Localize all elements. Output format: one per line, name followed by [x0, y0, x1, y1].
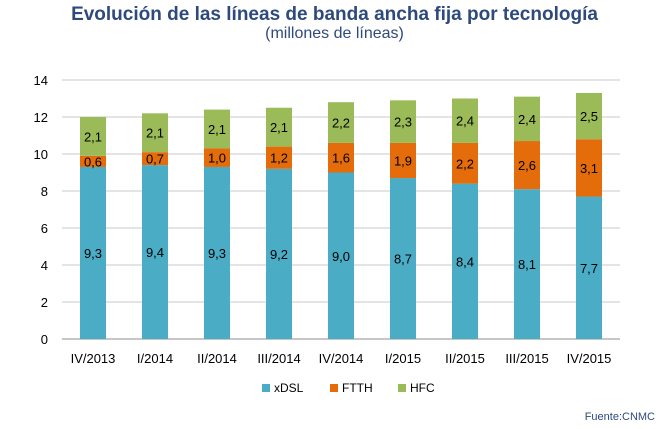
x-tick-label: II/2015 — [445, 351, 485, 366]
data-label: 2,2 — [456, 156, 474, 171]
bar-xdsl — [576, 196, 602, 339]
y-tick-label: 10 — [34, 147, 48, 162]
x-tick-label: II/2014 — [197, 351, 237, 366]
legend-swatch-xdsl — [262, 384, 270, 392]
data-label: 1,2 — [270, 151, 288, 166]
data-label: 3,1 — [580, 161, 598, 176]
data-label: 9,4 — [146, 245, 164, 260]
x-tick-label: I/2015 — [385, 351, 421, 366]
data-label: 2,4 — [456, 114, 474, 129]
x-tick-label: III/2015 — [505, 351, 548, 366]
bar-hfc — [204, 109, 230, 149]
bar-hfc — [452, 98, 478, 143]
bar-xdsl — [80, 166, 106, 339]
legend-label: HFC — [410, 381, 435, 395]
bar-hfc — [328, 102, 354, 143]
bar-hfc — [142, 113, 168, 153]
data-label: 2,3 — [394, 115, 412, 130]
bar-ftth — [390, 142, 416, 179]
bar-ftth — [266, 146, 292, 169]
bar-xdsl — [452, 183, 478, 339]
data-label: 2,2 — [332, 116, 350, 131]
bar-hfc — [390, 100, 416, 143]
data-label: 8,4 — [456, 254, 474, 269]
y-tick-label: 8 — [41, 184, 48, 199]
data-label: 2,4 — [518, 112, 536, 127]
data-label: 2,1 — [146, 126, 164, 141]
legend-label: xDSL — [274, 381, 304, 395]
data-label: 1,6 — [332, 151, 350, 166]
data-label: 0,7 — [146, 152, 164, 167]
legend-swatch-hfc — [398, 384, 406, 392]
bar-ftth — [328, 142, 354, 173]
data-label: 0,6 — [84, 154, 102, 169]
bar-ftth — [514, 141, 540, 190]
y-tick-label: 6 — [41, 221, 48, 236]
y-tick-label: 0 — [41, 332, 48, 347]
legend-swatch-ftth — [330, 384, 338, 392]
data-label: 2,1 — [208, 122, 226, 137]
bar-ftth — [204, 148, 230, 167]
data-label: 2,1 — [84, 129, 102, 144]
source-note: Fuente:CNMC — [584, 411, 655, 423]
data-label: 8,7 — [394, 252, 412, 267]
bar-ftth — [576, 139, 602, 197]
data-label: 2,1 — [270, 120, 288, 135]
data-label: 9,0 — [332, 249, 350, 264]
bar-xdsl — [142, 165, 168, 339]
data-label: 8,1 — [518, 257, 536, 272]
bar-hfc — [80, 117, 106, 156]
y-tick-label: 2 — [41, 295, 48, 310]
x-tick-label: IV/2013 — [71, 351, 116, 366]
data-label: 2,5 — [580, 109, 598, 124]
bar-xdsl — [328, 172, 354, 339]
chart-subtitle: (millones de líneas) — [265, 25, 404, 42]
bar-hfc — [266, 107, 292, 147]
bar-ftth — [80, 155, 106, 167]
bar-xdsl — [266, 168, 292, 339]
data-label: 9,3 — [84, 246, 102, 261]
bar-hfc — [576, 92, 602, 140]
data-label: 1,9 — [394, 153, 412, 168]
x-tick-label: III/2014 — [257, 351, 300, 366]
data-label: 1,0 — [208, 151, 226, 166]
bar-ftth — [142, 152, 168, 166]
data-label: 9,2 — [270, 247, 288, 262]
bar-xdsl — [204, 166, 230, 339]
y-tick-label: 14 — [34, 73, 48, 88]
chart-title: Evolución de las líneas de banda ancha f… — [71, 4, 598, 25]
x-tick-label: IV/2015 — [567, 351, 612, 366]
bar-hfc — [514, 96, 540, 142]
bar-xdsl — [390, 178, 416, 339]
legend-label: FTTH — [342, 381, 373, 395]
data-label: 9,3 — [208, 246, 226, 261]
bar-xdsl — [514, 189, 540, 339]
x-tick-label: I/2014 — [137, 351, 173, 366]
bar-ftth — [452, 142, 478, 184]
data-label: 7,7 — [580, 261, 598, 276]
y-tick-label: 4 — [41, 258, 48, 273]
x-tick-label: IV/2014 — [319, 351, 364, 366]
data-label: 2,6 — [518, 158, 536, 173]
y-tick-label: 12 — [34, 110, 48, 125]
